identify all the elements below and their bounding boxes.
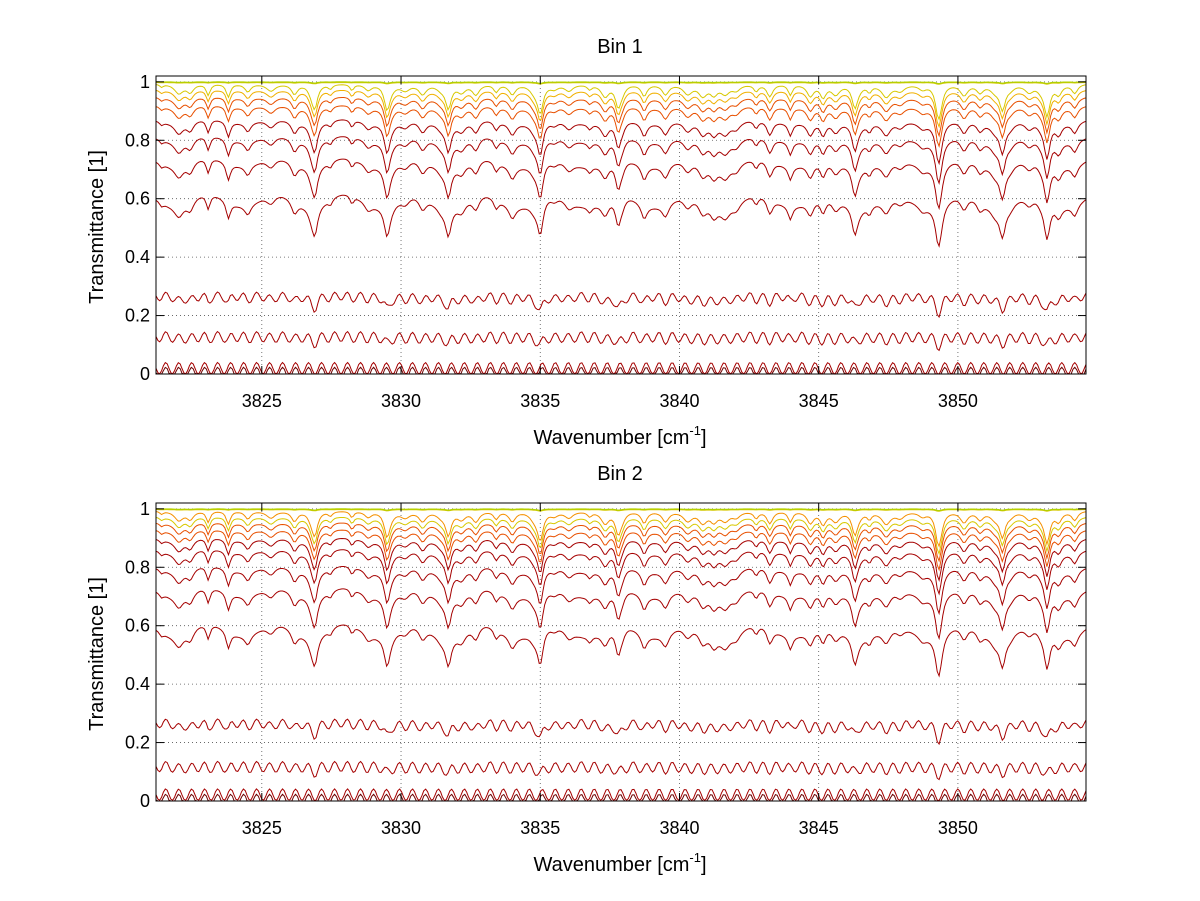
series-line — [155, 119, 1087, 166]
x-axis-label-tail: ] — [701, 427, 707, 449]
y-tick-label: 0.4 — [125, 674, 150, 694]
x-tick-label: 3825 — [242, 818, 282, 838]
series-line — [155, 158, 1087, 211]
chart-panel-bin-1: Bin 1 Transmittance [1] Wavenumber [cm-1… — [86, 36, 1087, 449]
x-tick-label: 3845 — [799, 818, 839, 838]
x-tick-label: 3835 — [520, 818, 560, 838]
ticks: 3825 3830 3835 3840 3845 3850 0 0.2 0.4 0.6 0.8 1 — [125, 499, 1086, 838]
series-line — [156, 508, 1086, 512]
series-line — [155, 361, 1087, 375]
series-line — [155, 529, 1087, 572]
chart-panel-bin-2: Bin 2 Transmittance [1] Wavenumber [cm-1… — [86, 463, 1087, 876]
series-line — [155, 793, 1087, 802]
y-tick-label: 1 — [140, 499, 150, 519]
series-line — [155, 718, 1087, 746]
x-axis-label-main: Wavenumber [cm — [533, 854, 689, 876]
series-line — [155, 788, 1087, 802]
x-tick-label: 3840 — [659, 391, 699, 411]
x-tick-label: 3825 — [242, 391, 282, 411]
y-tick-label: 0.6 — [125, 189, 150, 209]
series-group — [155, 81, 1087, 375]
y-axis-label: Transmittance [1] — [86, 150, 108, 304]
series-line — [155, 624, 1087, 678]
series-line — [155, 549, 1087, 596]
x-axis-label-tail: ] — [701, 854, 707, 876]
x-axis-label: Wavenumber [cm-1] — [533, 850, 706, 876]
series-line — [155, 136, 1087, 186]
y-tick-label: 1 — [140, 72, 150, 92]
series-line — [155, 366, 1087, 375]
series-line — [155, 84, 1087, 121]
series-line — [155, 511, 1087, 548]
series-line — [155, 566, 1087, 616]
series-line — [155, 89, 1087, 129]
y-axis-label: Transmittance [1] — [86, 577, 108, 731]
chart-title: Bin 2 — [597, 463, 643, 485]
x-axis-label: Wavenumber [cm-1] — [533, 423, 706, 449]
y-tick-label: 0.2 — [125, 306, 150, 326]
series-line — [155, 522, 1087, 563]
y-tick-label: 0 — [140, 364, 150, 384]
series-line — [155, 330, 1087, 352]
x-tick-label: 3835 — [520, 391, 560, 411]
series-line — [155, 516, 1087, 556]
series-line — [155, 291, 1087, 319]
series-line — [155, 97, 1087, 138]
x-tick-label: 3840 — [659, 818, 699, 838]
x-tick-label: 3830 — [381, 391, 421, 411]
grid — [156, 503, 1086, 801]
y-tick-label: 0 — [140, 791, 150, 811]
x-tick-label: 3845 — [799, 391, 839, 411]
y-tick-label: 0.2 — [125, 733, 150, 753]
x-axis-label-main: Wavenumber [cm — [533, 427, 689, 449]
x-tick-label: 3850 — [938, 391, 978, 411]
series-line — [155, 537, 1087, 582]
series-line — [155, 760, 1087, 781]
x-tick-label: 3850 — [938, 818, 978, 838]
x-axis-label-sup: -1 — [689, 850, 701, 865]
plot-frame — [155, 502, 1087, 802]
chart-title: Bin 1 — [597, 36, 643, 58]
x-axis-label-sup: -1 — [689, 423, 701, 438]
series-line — [155, 105, 1087, 148]
grid — [156, 76, 1086, 374]
y-tick-label: 0.8 — [125, 557, 150, 577]
series-line — [156, 81, 1086, 85]
y-tick-label: 0.6 — [125, 616, 150, 636]
ticks: 3825 3830 3835 3840 3845 3850 0 0.2 0.4 0.6 0.8 1 — [125, 72, 1086, 411]
series-line — [155, 588, 1087, 641]
series-line — [155, 194, 1087, 248]
series-group — [155, 508, 1087, 802]
plot-frame — [155, 75, 1087, 375]
y-tick-label: 0.4 — [125, 247, 150, 267]
y-tick-label: 0.8 — [125, 130, 150, 150]
x-tick-label: 3830 — [381, 818, 421, 838]
